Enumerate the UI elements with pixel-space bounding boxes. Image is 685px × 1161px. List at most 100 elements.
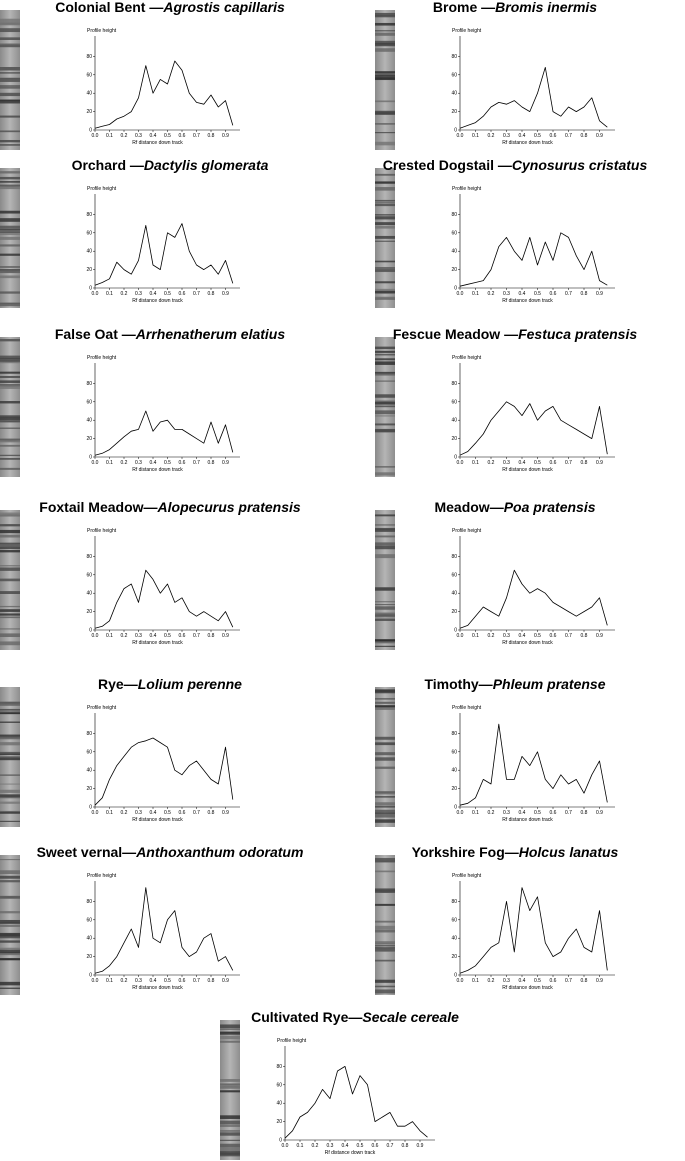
gel-band [0, 218, 20, 222]
x-tick-label: 0.0 [457, 633, 464, 639]
gel-band [0, 67, 20, 71]
gel-band [0, 859, 20, 861]
gel-band [0, 360, 20, 364]
y-axis-label: Profile height [452, 186, 482, 192]
x-tick-label: 0.0 [92, 810, 99, 816]
gel-band [0, 92, 20, 97]
gel-band [0, 78, 20, 82]
x-tick-label: 0.6 [179, 291, 186, 297]
x-tick-label: 0.9 [222, 810, 229, 816]
gel-band [0, 302, 20, 305]
gel-band [0, 721, 20, 723]
gel-band [220, 1139, 240, 1141]
gel-band [0, 810, 20, 813]
gel-band [375, 706, 395, 710]
x-tick-label: 0.8 [581, 291, 588, 297]
x-tick-label: 0.0 [457, 133, 464, 139]
x-tick-label: 0.5 [534, 810, 541, 816]
y-tick-label: 40 [451, 591, 457, 597]
gel-band [0, 591, 20, 594]
x-tick-label: 0.5 [164, 460, 171, 466]
species-name: Festuca pratensis [518, 326, 637, 342]
x-tick-label: 0.6 [372, 1143, 379, 1149]
gel-band [220, 1090, 240, 1093]
panel-title: Colonial Bent —Agrostis capillaris [55, 0, 285, 15]
gel-band [375, 260, 395, 263]
y-tick-label: 20 [451, 109, 457, 115]
gel-band [220, 1120, 240, 1125]
gel-band [375, 12, 395, 16]
common-name: False Oat — [55, 326, 136, 342]
gel-band [375, 410, 395, 415]
gel-band [0, 922, 20, 924]
y-axis-label: Profile height [452, 28, 482, 34]
gel-band [375, 225, 395, 229]
x-tick-label: 0.8 [208, 291, 215, 297]
gel-band [375, 601, 395, 603]
x-tick-label: 0.5 [164, 978, 171, 984]
x-tick-label: 0.2 [312, 1143, 319, 1149]
species-name: Anthoxanthum odoratum [135, 844, 303, 860]
gel-band [0, 544, 20, 548]
x-tick-label: 0.9 [222, 978, 229, 984]
gel-band [375, 240, 395, 242]
species-name: Arrhenatherum elatius [135, 326, 286, 342]
y-tick-label: 60 [451, 572, 457, 578]
gel-band [220, 1040, 240, 1043]
gel-band [375, 429, 395, 433]
x-tick-label: 0.6 [179, 460, 186, 466]
x-tick-label: 0.3 [503, 810, 510, 816]
gel-band [0, 947, 20, 950]
gel-band [0, 383, 20, 387]
gel-band [0, 911, 20, 914]
x-tick-label: 0.4 [519, 460, 526, 466]
gel-band [375, 358, 395, 361]
x-tick-label: 0.4 [150, 810, 157, 816]
gel-band [0, 701, 20, 706]
gel-band [0, 43, 20, 45]
x-tick-label: 0.7 [193, 460, 200, 466]
y-axis-label: Profile height [452, 528, 482, 534]
gel-band [0, 742, 20, 746]
gel-band [0, 184, 20, 187]
x-axis-label: Rf distance down track [132, 140, 183, 146]
gel-band [375, 296, 395, 299]
x-axis-label: Rf distance down track [502, 817, 553, 823]
gel-band [0, 753, 20, 756]
gel-band [0, 144, 20, 146]
x-tick-label: 0.1 [106, 460, 113, 466]
gel-band [375, 288, 395, 291]
gel-band [0, 880, 20, 883]
y-tick-label: 20 [451, 954, 457, 960]
y-tick-label: 60 [451, 917, 457, 923]
gel-band [375, 527, 395, 531]
x-tick-label: 0.0 [457, 978, 464, 984]
profile-line [459, 67, 608, 129]
gel-band [220, 1028, 240, 1030]
gel-band [0, 229, 20, 233]
y-tick-label: 60 [86, 72, 92, 78]
gel-band [375, 361, 395, 365]
x-tick-label: 0.1 [106, 978, 113, 984]
profile-line [94, 737, 234, 806]
species-name: Holcus lanatus [519, 844, 619, 860]
gel-band [0, 355, 20, 360]
gel-band [375, 535, 395, 538]
y-axis-label: Profile height [87, 355, 117, 361]
x-tick-label: 0.8 [208, 978, 215, 984]
gel-band [0, 375, 20, 378]
x-tick-label: 0.8 [581, 810, 588, 816]
y-tick-label: 80 [451, 899, 457, 905]
gel-band [375, 267, 395, 271]
x-tick-label: 0.2 [488, 460, 495, 466]
gel-band [0, 44, 20, 48]
gel-band [0, 72, 20, 74]
common-name: Colonial Bent — [55, 0, 163, 15]
gel-band [375, 181, 395, 183]
x-tick-label: 0.8 [208, 810, 215, 816]
x-tick-label: 0.0 [92, 978, 99, 984]
gel-band [220, 1083, 240, 1087]
x-tick-label: 0.0 [92, 291, 99, 297]
gel-band [375, 903, 395, 906]
y-tick-label: 40 [86, 418, 92, 424]
